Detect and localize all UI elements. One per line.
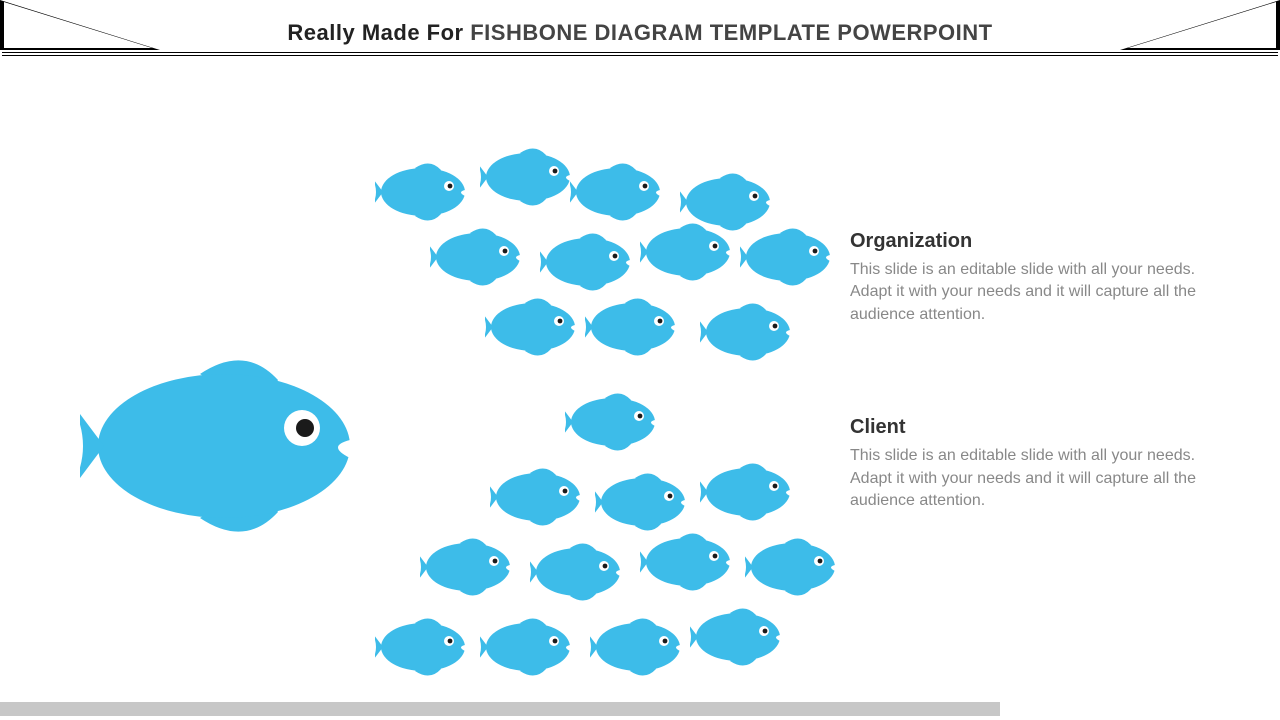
- small-fish-icon: [640, 220, 740, 284]
- small-fish-icon: [570, 160, 670, 224]
- title-bar: Really Made For FISHBONE DIAGRAM TEMPLAT…: [0, 20, 1280, 46]
- small-fish-icon: [375, 160, 475, 224]
- title-rule-lower: [2, 55, 1278, 56]
- section-body: This slide is an editable slide with all…: [850, 259, 1240, 326]
- section-heading: Organization: [850, 230, 1240, 253]
- small-fish-icon: [480, 615, 580, 679]
- small-fish-icon: [490, 465, 590, 529]
- small-fish-icon: [485, 295, 585, 359]
- big-fish-icon: [80, 350, 380, 542]
- title-prefix: Really Made For: [287, 20, 470, 45]
- small-fish-icon: [420, 535, 520, 599]
- section-client: Client This slide is an editable slide w…: [850, 416, 1240, 512]
- small-fish-icon: [700, 300, 800, 364]
- section-body: This slide is an editable slide with all…: [850, 445, 1240, 512]
- title-rule-upper: [2, 52, 1278, 53]
- small-fish-icon: [540, 230, 640, 294]
- section-heading: Client: [850, 416, 1240, 439]
- small-fish-icon: [585, 295, 685, 359]
- small-fish-icon: [640, 530, 740, 594]
- small-fish-icon: [530, 540, 630, 604]
- small-fish-icon: [430, 225, 530, 289]
- small-fish-icon: [690, 605, 790, 669]
- small-fish-icon: [745, 535, 845, 599]
- title-main: FISHBONE DIAGRAM TEMPLATE POWERPOINT: [470, 20, 992, 45]
- small-fish-icon: [700, 460, 800, 524]
- small-fish-icon: [740, 225, 840, 289]
- small-fish-icon: [375, 615, 475, 679]
- slide-title: Really Made For FISHBONE DIAGRAM TEMPLAT…: [0, 20, 1280, 46]
- small-fish-icon: [590, 615, 690, 679]
- small-fish-icon: [595, 470, 695, 534]
- small-fish-icon: [565, 390, 665, 454]
- section-organization: Organization This slide is an editable s…: [850, 230, 1240, 326]
- small-fish-icon: [480, 145, 580, 209]
- fish-diagram: [0, 60, 820, 700]
- text-area: Organization This slide is an editable s…: [850, 230, 1240, 602]
- footer-bar: [0, 702, 1000, 716]
